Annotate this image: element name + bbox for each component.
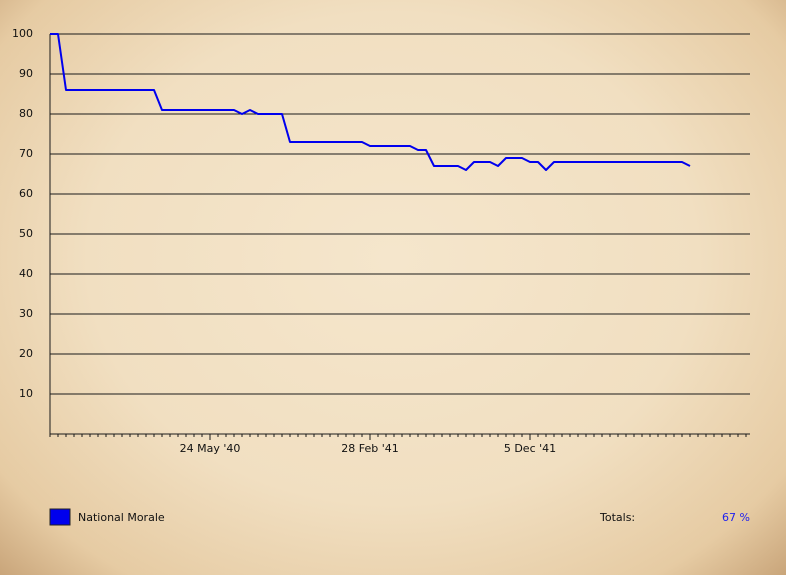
y-tick-label: 70 — [19, 147, 33, 160]
legend-label: National Morale — [78, 511, 165, 524]
y-tick-label: 60 — [19, 187, 33, 200]
totals-value: 67 % — [722, 511, 750, 524]
y-tick-label: 30 — [19, 307, 33, 320]
y-tick-label: 40 — [19, 267, 33, 280]
y-tick-label: 80 — [19, 107, 33, 120]
x-tick-label: 28 Feb '41 — [341, 442, 399, 455]
y-tick-label: 100 — [12, 27, 33, 40]
y-tick-label: 10 — [19, 387, 33, 400]
totals-label: Totals: — [599, 511, 635, 524]
y-tick-label: 90 — [19, 67, 33, 80]
series-line — [50, 33, 691, 171]
y-tick-label: 50 — [19, 227, 33, 240]
x-tick-label: 5 Dec '41 — [504, 442, 556, 455]
x-tick-label: 24 May '40 — [180, 442, 241, 455]
legend-swatch — [49, 508, 71, 526]
y-tick-label: 20 — [19, 347, 33, 360]
